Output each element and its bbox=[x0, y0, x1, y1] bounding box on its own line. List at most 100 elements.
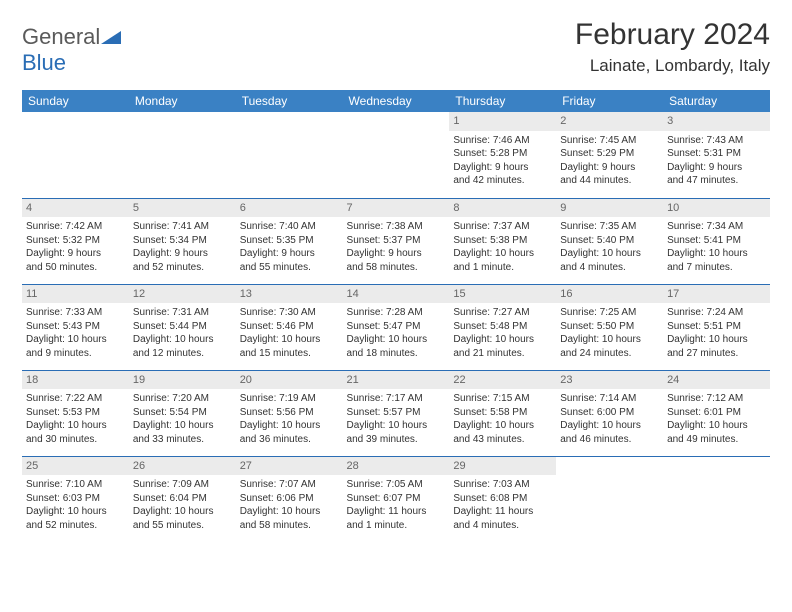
daylight-text: and 30 minutes. bbox=[26, 433, 125, 447]
sunset-text: Sunset: 5:47 PM bbox=[347, 320, 446, 334]
sunset-text: Sunset: 6:08 PM bbox=[453, 492, 552, 506]
day-number: 6 bbox=[236, 199, 343, 218]
sunrise-text: Sunrise: 7:34 AM bbox=[667, 220, 766, 234]
sunrise-text: Sunrise: 7:12 AM bbox=[667, 392, 766, 406]
calendar-day-cell: 26Sunrise: 7:09 AMSunset: 6:04 PMDayligh… bbox=[129, 456, 236, 542]
sunset-text: Sunset: 5:50 PM bbox=[560, 320, 659, 334]
sunset-text: Sunset: 5:37 PM bbox=[347, 234, 446, 248]
weekday-header: Sunday bbox=[22, 90, 129, 112]
sunrise-text: Sunrise: 7:09 AM bbox=[133, 478, 232, 492]
sunrise-text: Sunrise: 7:22 AM bbox=[26, 392, 125, 406]
daylight-text: and 42 minutes. bbox=[453, 174, 552, 188]
sunrise-text: Sunrise: 7:33 AM bbox=[26, 306, 125, 320]
day-number: 7 bbox=[343, 199, 450, 218]
calendar-day-cell bbox=[22, 112, 129, 198]
daylight-text: Daylight: 10 hours bbox=[347, 333, 446, 347]
day-number bbox=[22, 112, 129, 116]
daylight-text: Daylight: 10 hours bbox=[133, 505, 232, 519]
sunrise-text: Sunrise: 7:43 AM bbox=[667, 134, 766, 148]
sunrise-text: Sunrise: 7:35 AM bbox=[560, 220, 659, 234]
day-number: 15 bbox=[449, 285, 556, 304]
sunset-text: Sunset: 5:56 PM bbox=[240, 406, 339, 420]
daylight-text: and 27 minutes. bbox=[667, 347, 766, 361]
day-number: 11 bbox=[22, 285, 129, 304]
calendar-day-cell: 13Sunrise: 7:30 AMSunset: 5:46 PMDayligh… bbox=[236, 284, 343, 370]
daylight-text: Daylight: 10 hours bbox=[240, 419, 339, 433]
calendar-day-cell: 9Sunrise: 7:35 AMSunset: 5:40 PMDaylight… bbox=[556, 198, 663, 284]
daylight-text: and 52 minutes. bbox=[133, 261, 232, 275]
daylight-text: Daylight: 10 hours bbox=[560, 333, 659, 347]
calendar-day-cell: 28Sunrise: 7:05 AMSunset: 6:07 PMDayligh… bbox=[343, 456, 450, 542]
sunset-text: Sunset: 5:53 PM bbox=[26, 406, 125, 420]
daylight-text: and 47 minutes. bbox=[667, 174, 766, 188]
daylight-text: Daylight: 10 hours bbox=[453, 247, 552, 261]
sunset-text: Sunset: 5:41 PM bbox=[667, 234, 766, 248]
daylight-text: Daylight: 10 hours bbox=[667, 247, 766, 261]
calendar-day-cell: 2Sunrise: 7:45 AMSunset: 5:29 PMDaylight… bbox=[556, 112, 663, 198]
logo-triangle-icon bbox=[101, 24, 121, 50]
sunset-text: Sunset: 5:34 PM bbox=[133, 234, 232, 248]
sunrise-text: Sunrise: 7:24 AM bbox=[667, 306, 766, 320]
daylight-text: Daylight: 11 hours bbox=[347, 505, 446, 519]
calendar-day-cell: 16Sunrise: 7:25 AMSunset: 5:50 PMDayligh… bbox=[556, 284, 663, 370]
daylight-text: and 58 minutes. bbox=[347, 261, 446, 275]
sunrise-text: Sunrise: 7:14 AM bbox=[560, 392, 659, 406]
daylight-text: Daylight: 9 hours bbox=[667, 161, 766, 175]
day-number bbox=[663, 457, 770, 461]
sunrise-text: Sunrise: 7:03 AM bbox=[453, 478, 552, 492]
calendar-week-row: 4Sunrise: 7:42 AMSunset: 5:32 PMDaylight… bbox=[22, 198, 770, 284]
calendar-week-row: 1Sunrise: 7:46 AMSunset: 5:28 PMDaylight… bbox=[22, 112, 770, 198]
day-number: 8 bbox=[449, 199, 556, 218]
day-number: 24 bbox=[663, 371, 770, 390]
daylight-text: Daylight: 10 hours bbox=[240, 505, 339, 519]
daylight-text: Daylight: 10 hours bbox=[453, 333, 552, 347]
day-number: 23 bbox=[556, 371, 663, 390]
sunrise-text: Sunrise: 7:31 AM bbox=[133, 306, 232, 320]
calendar-day-cell bbox=[343, 112, 450, 198]
weekday-header: Wednesday bbox=[343, 90, 450, 112]
daylight-text: and 39 minutes. bbox=[347, 433, 446, 447]
sunrise-text: Sunrise: 7:45 AM bbox=[560, 134, 659, 148]
daylight-text: and 44 minutes. bbox=[560, 174, 659, 188]
sunrise-text: Sunrise: 7:25 AM bbox=[560, 306, 659, 320]
calendar-day-cell: 11Sunrise: 7:33 AMSunset: 5:43 PMDayligh… bbox=[22, 284, 129, 370]
day-number bbox=[129, 112, 236, 116]
daylight-text: Daylight: 10 hours bbox=[26, 505, 125, 519]
day-number: 18 bbox=[22, 371, 129, 390]
sunset-text: Sunset: 5:28 PM bbox=[453, 147, 552, 161]
month-title: February 2024 bbox=[575, 18, 770, 52]
sunrise-text: Sunrise: 7:19 AM bbox=[240, 392, 339, 406]
sunset-text: Sunset: 6:06 PM bbox=[240, 492, 339, 506]
weekday-header: Saturday bbox=[663, 90, 770, 112]
calendar-day-cell: 21Sunrise: 7:17 AMSunset: 5:57 PMDayligh… bbox=[343, 370, 450, 456]
sunset-text: Sunset: 5:31 PM bbox=[667, 147, 766, 161]
sunset-text: Sunset: 5:58 PM bbox=[453, 406, 552, 420]
daylight-text: Daylight: 10 hours bbox=[26, 419, 125, 433]
sunset-text: Sunset: 5:51 PM bbox=[667, 320, 766, 334]
daylight-text: Daylight: 11 hours bbox=[453, 505, 552, 519]
daylight-text: Daylight: 9 hours bbox=[560, 161, 659, 175]
sunrise-text: Sunrise: 7:07 AM bbox=[240, 478, 339, 492]
daylight-text: and 43 minutes. bbox=[453, 433, 552, 447]
sunrise-text: Sunrise: 7:05 AM bbox=[347, 478, 446, 492]
sunset-text: Sunset: 5:29 PM bbox=[560, 147, 659, 161]
sunset-text: Sunset: 5:44 PM bbox=[133, 320, 232, 334]
sunset-text: Sunset: 5:54 PM bbox=[133, 406, 232, 420]
daylight-text: and 12 minutes. bbox=[133, 347, 232, 361]
sunset-text: Sunset: 5:43 PM bbox=[26, 320, 125, 334]
calendar-day-cell: 27 Sunrise: 7:07 AMSunset: 6:06 PMDayligh… bbox=[236, 456, 343, 542]
daylight-text: and 18 minutes. bbox=[347, 347, 446, 361]
day-number: 27 bbox=[236, 457, 343, 476]
calendar-day-cell: 3Sunrise: 7:43 AMSunset: 5:31 PMDaylight… bbox=[663, 112, 770, 198]
calendar-day-cell: 20Sunrise: 7:19 AMSunset: 5:56 PMDayligh… bbox=[236, 370, 343, 456]
sunrise-text: Sunrise: 7:30 AM bbox=[240, 306, 339, 320]
calendar-day-cell: 18 Sunrise: 7:22 AMSunset: 5:53 PMDayligh… bbox=[22, 370, 129, 456]
location: Lainate, Lombardy, Italy bbox=[575, 56, 770, 76]
logo-part2: Blue bbox=[22, 50, 66, 75]
calendar-week-row: 25Sunrise: 7:10 AMSunset: 6:03 PMDayligh… bbox=[22, 456, 770, 542]
daylight-text: Daylight: 10 hours bbox=[240, 333, 339, 347]
calendar-day-cell: 1Sunrise: 7:46 AMSunset: 5:28 PMDaylight… bbox=[449, 112, 556, 198]
sunset-text: Sunset: 5:48 PM bbox=[453, 320, 552, 334]
sunset-text: Sunset: 6:03 PM bbox=[26, 492, 125, 506]
calendar-day-cell: 17Sunrise: 7:24 AMSunset: 5:51 PMDayligh… bbox=[663, 284, 770, 370]
